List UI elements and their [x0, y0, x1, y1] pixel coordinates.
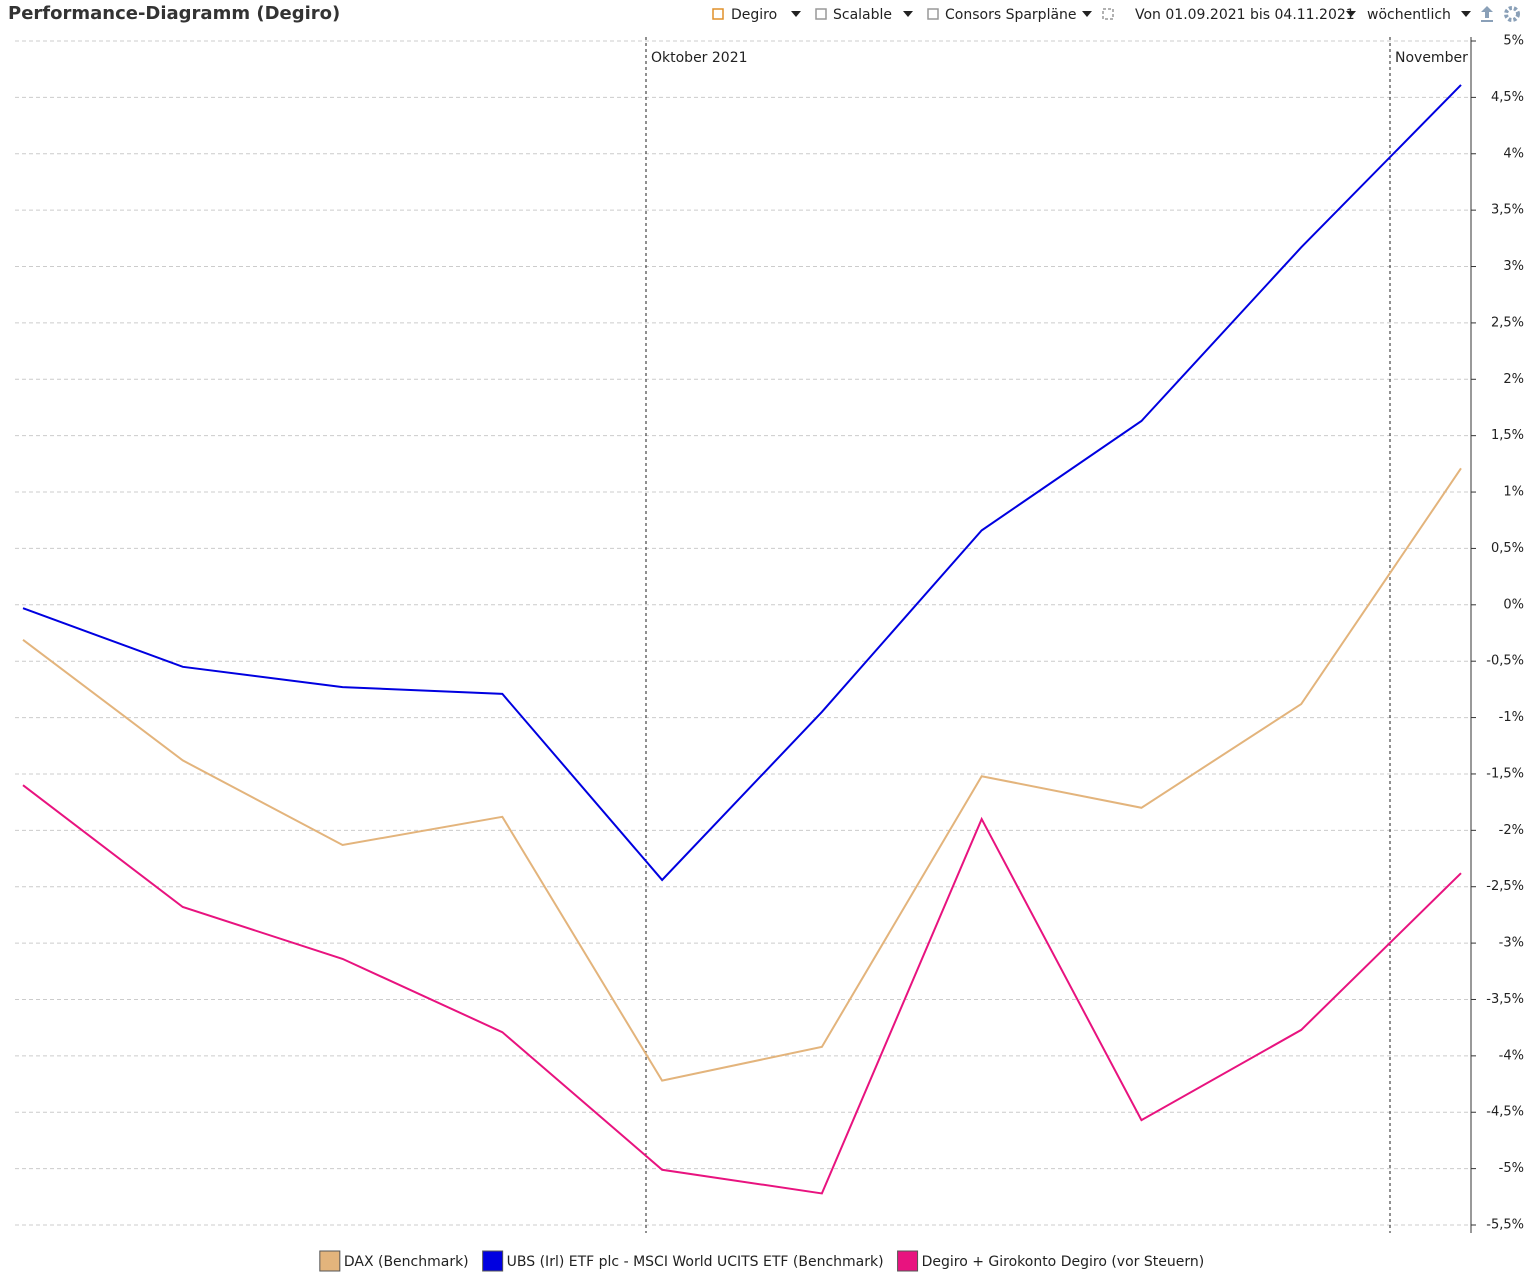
- y-tick-label: 2,5%: [1491, 315, 1524, 330]
- y-tick-label: -5,5%: [1486, 1218, 1524, 1233]
- portfolio-name[interactable]: Degiro: [731, 7, 777, 23]
- legend-label: Degiro + Girokonto Degiro (vor Steuern): [922, 1254, 1205, 1270]
- dropdown[interactable]: [1461, 11, 1471, 17]
- y-tick-label: -2%: [1499, 823, 1524, 838]
- y-tick-label: -3%: [1499, 936, 1524, 951]
- y-tick-label: 4%: [1503, 146, 1524, 161]
- y-tick-label: -3,5%: [1486, 992, 1524, 1007]
- interval[interactable]: wöchentlich: [1367, 7, 1451, 23]
- dropdown[interactable]: [791, 11, 801, 17]
- y-tick-label: 2%: [1503, 372, 1524, 387]
- export-icon[interactable]: [1481, 6, 1493, 22]
- month-label: Oktober 2021: [651, 50, 748, 66]
- y-tick-label: 0,5%: [1491, 541, 1524, 556]
- y-tick-label: -1,5%: [1486, 766, 1524, 781]
- checkbox[interactable]: [927, 8, 939, 20]
- month-label: November 2021: [1395, 50, 1508, 66]
- y-tick-label: 5%: [1503, 34, 1524, 49]
- y-tick-label: -4,5%: [1486, 1105, 1524, 1120]
- series-line: [22, 84, 1462, 882]
- settings-icon[interactable]: [1504, 6, 1520, 22]
- y-tick-label: -2,5%: [1486, 879, 1524, 894]
- toolbar: Degiro Scalable Consors Sparpläne Von 01…: [712, 6, 1520, 23]
- y-tick-label: -4%: [1499, 1048, 1524, 1063]
- legend-label: DAX (Benchmark): [344, 1254, 469, 1270]
- portfolio-name[interactable]: Consors Sparpläne: [945, 7, 1077, 23]
- y-tick-label: -5%: [1499, 1161, 1524, 1176]
- checkbox[interactable]: [712, 8, 724, 20]
- legend-swatch: [482, 1250, 504, 1272]
- legend-swatch: [319, 1250, 341, 1272]
- y-tick-label: -1%: [1499, 710, 1524, 725]
- legend-label: UBS (Irl) ETF plc - MSCI World UCITS ETF…: [507, 1254, 884, 1270]
- y-tick-label: 1,5%: [1491, 428, 1524, 443]
- portfolio-name[interactable]: Scalable: [833, 7, 892, 23]
- dropdown[interactable]: [903, 11, 913, 17]
- y-tick-label: 0%: [1503, 597, 1524, 612]
- calendar-icon[interactable]: [1102, 8, 1114, 20]
- chart-title: Performance-Diagramm (Degiro): [8, 3, 340, 24]
- series-line: [22, 784, 1462, 1195]
- y-tick-label: -0,5%: [1486, 654, 1524, 669]
- plot-area: Oktober 2021 November 2021: [15, 37, 1508, 1233]
- y-tick-label: 3,5%: [1491, 203, 1524, 218]
- y-tick-label: 3%: [1503, 259, 1524, 274]
- legend-swatch: [897, 1250, 919, 1272]
- checkbox[interactable]: [815, 8, 827, 20]
- dropdown[interactable]: [1346, 11, 1356, 17]
- dropdown[interactable]: [1082, 11, 1092, 17]
- y-tick-label: 1%: [1503, 485, 1524, 500]
- y-tick-label: 4,5%: [1491, 90, 1524, 105]
- date-range[interactable]: Von 01.09.2021 bis 04.11.2021: [1135, 7, 1355, 23]
- series-line: [22, 467, 1462, 1082]
